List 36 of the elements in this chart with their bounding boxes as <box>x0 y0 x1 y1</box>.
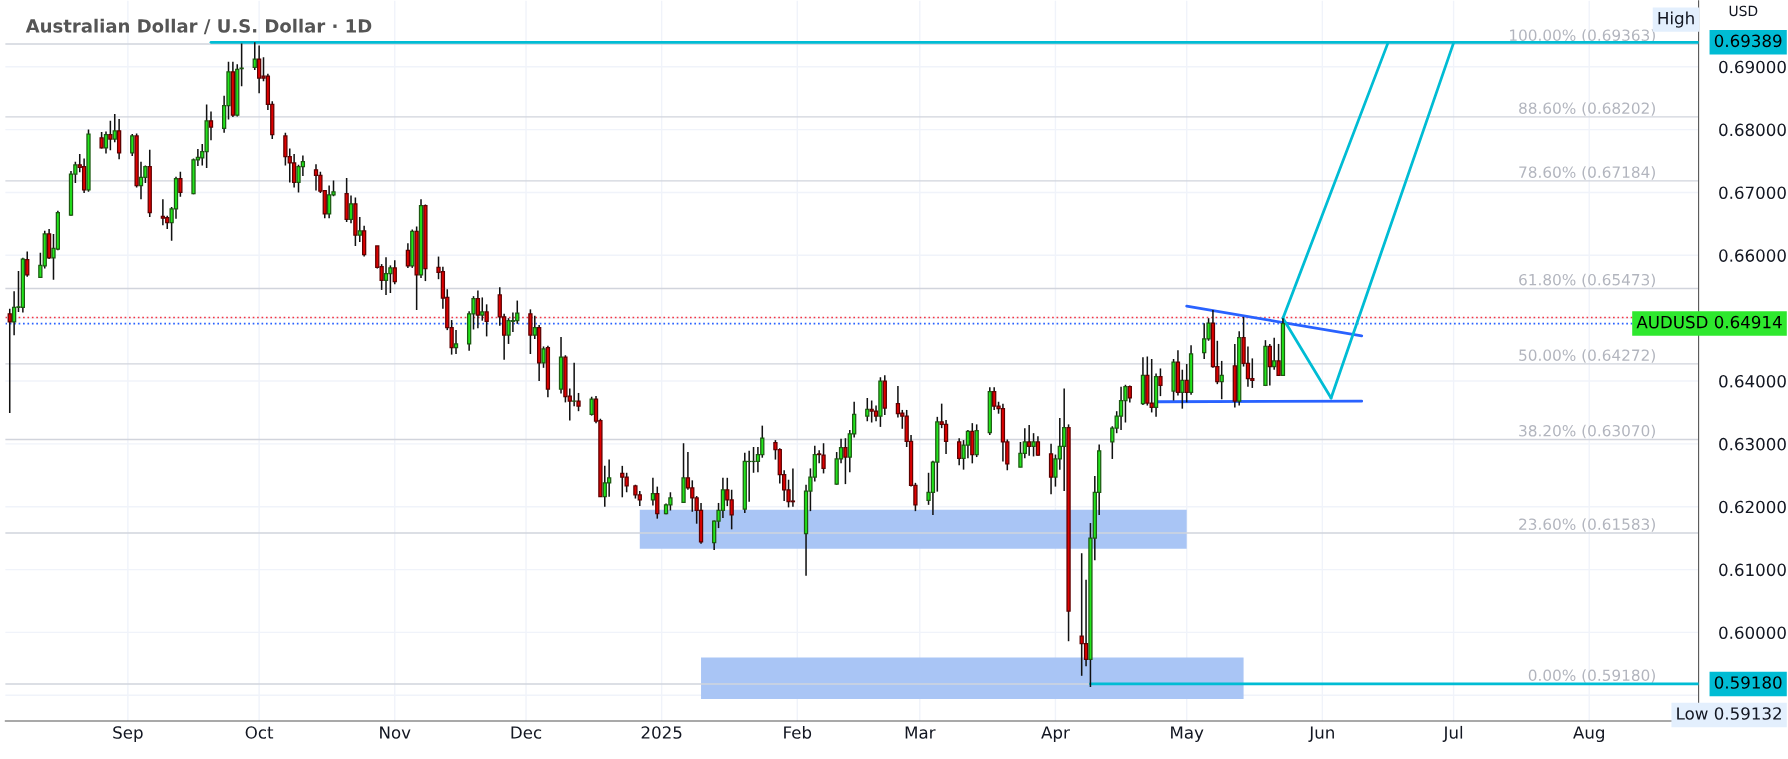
y-tick-label: 0.63000 <box>1719 437 1786 451</box>
x-tick-label: Jun <box>1308 726 1334 742</box>
ref-line-label: 23.60% (0.61583) <box>1519 518 1655 532</box>
x-tick-label: Jul <box>1442 725 1463 742</box>
x-tick-label: Sep <box>113 726 143 743</box>
x-tick-label: 2025 <box>641 726 682 739</box>
y-tick-label: 0.69000 <box>1719 60 1786 74</box>
x-tick-label: Dec <box>511 726 542 739</box>
ref-line-label: AUDUSD 0.64914 <box>1636 315 1782 329</box>
y-tick-label: 0.68000 <box>1719 123 1786 137</box>
ref-line-label: 100.00% (0.69363) <box>1510 29 1655 43</box>
ref-line-label: 38.20% (0.63070) <box>1519 424 1655 439</box>
x-tick-label: Mar <box>905 726 936 739</box>
ref-line-label: 50.00% (0.64272) <box>1519 349 1655 363</box>
series-label: 0.59180 <box>1714 676 1782 689</box>
annotation: Low 0.59132 <box>1677 707 1781 720</box>
x-tick-label: Aug <box>1573 726 1604 743</box>
y-tick-label: 0.62000 <box>1719 500 1786 514</box>
x-tick-label: Nov <box>380 726 411 739</box>
ref-line-label: 0.00% (0.59180) <box>1528 669 1655 683</box>
text: Australian Dollar / U.S. Dollar · 1D <box>25 18 372 35</box>
y-tick-label: 0.61000 <box>1719 563 1786 577</box>
ref-line-label: 88.60% (0.68202) <box>1519 102 1655 116</box>
y-axis-title: USD <box>1729 5 1758 17</box>
annotation: High <box>1658 11 1694 28</box>
series-label: 0.69389 <box>1714 34 1782 48</box>
x-tick-label: Oct <box>245 726 274 739</box>
y-tick-label: 0.64000 <box>1719 374 1786 388</box>
x-tick-label: Apr <box>1041 726 1070 743</box>
y-tick-label: 0.60000 <box>1719 626 1786 639</box>
y-tick-label: 0.67000 <box>1719 186 1786 200</box>
x-tick-label: May <box>1171 726 1204 743</box>
x-tick-label: Feb <box>784 725 812 739</box>
ref-line-label: 61.80% (0.65473) <box>1519 273 1655 288</box>
ref-line-label: 78.60% (0.67184) <box>1519 166 1655 180</box>
y-tick-label: 0.66000 <box>1719 249 1786 262</box>
